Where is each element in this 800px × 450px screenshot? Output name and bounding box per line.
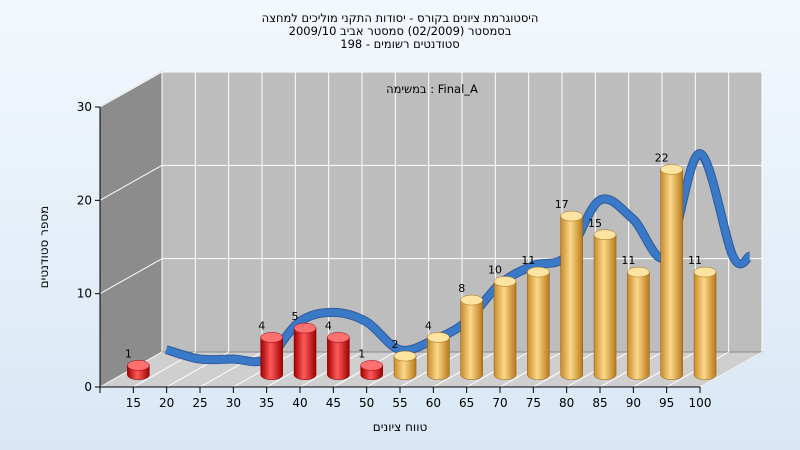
x-tick-label: 70 <box>492 396 507 410</box>
bar-body <box>627 271 650 380</box>
bar-90 <box>627 266 650 380</box>
bar-top <box>593 229 617 240</box>
x-tick-label: 35 <box>259 396 274 410</box>
bar-75 <box>527 266 550 380</box>
bar-15 <box>127 360 150 380</box>
bar-top <box>393 350 417 362</box>
bar-65 <box>460 294 483 380</box>
data-label: 2 <box>392 338 399 351</box>
data-label: 10 <box>488 263 502 276</box>
bar-40 <box>293 322 317 380</box>
x-tick-label: 50 <box>359 396 374 410</box>
x-tick-label: 65 <box>459 396 474 410</box>
data-label: 11 <box>688 254 702 267</box>
bar-top <box>493 276 517 287</box>
bar-top <box>260 332 283 343</box>
data-label: 1 <box>125 347 132 360</box>
bar-top <box>560 210 583 222</box>
bar-body <box>327 337 350 380</box>
x-tick-label: 75 <box>526 396 541 410</box>
bar-35 <box>260 332 283 380</box>
data-label: 11 <box>521 254 535 267</box>
chart-title: היסטוגרמת ציונים בקורס - יסודות התקני מו… <box>262 11 539 51</box>
bar-body <box>293 327 317 380</box>
assignment-annotation: במשימה : Final_A <box>386 82 478 96</box>
grid-y-left <box>99 258 163 295</box>
grid-x-floor <box>699 351 763 388</box>
bar-55 <box>393 350 417 380</box>
y-tick-label: 20 <box>77 193 92 207</box>
bar-top <box>460 294 483 306</box>
bar-85 <box>593 229 617 380</box>
y-axis-title: מספר סטודנטים <box>37 206 51 289</box>
bar-top <box>360 360 383 371</box>
data-label: 15 <box>588 217 602 230</box>
bar-50 <box>360 360 383 380</box>
bar-body <box>560 215 583 380</box>
bar-body <box>527 271 550 380</box>
bar-body <box>393 355 417 380</box>
bar-body <box>593 234 617 380</box>
bars <box>127 164 717 380</box>
grid-y-left <box>99 71 163 108</box>
x-tick-label: 100 <box>689 396 712 410</box>
bar-top <box>127 360 150 371</box>
title-line-1: בסמסטר (02/2009) סמסטר אביב 2009/10 <box>289 24 512 38</box>
data-label: 17 <box>555 198 569 211</box>
x-tick-label: 20 <box>159 396 174 410</box>
data-label: 5 <box>292 310 299 323</box>
bar-body <box>460 299 483 380</box>
x-tick-label: 30 <box>226 396 241 410</box>
x-tick-label: 80 <box>559 396 574 410</box>
x-tick-label: 90 <box>626 396 641 410</box>
data-label: 22 <box>655 151 669 164</box>
bar-body <box>660 169 683 380</box>
data-labels: 1 4 5 4 1 2 4 8 10 11 17 15 11 22 11 <box>125 151 702 360</box>
data-label: 4 <box>258 319 265 332</box>
data-label: 8 <box>458 282 465 295</box>
data-label: 4 <box>325 319 332 332</box>
y-tick-label: 0 <box>84 380 92 394</box>
bar-95 <box>660 164 683 380</box>
y-tick-label: 10 <box>77 287 92 301</box>
bar-100 <box>693 266 717 380</box>
y-tick-label: 30 <box>77 100 92 114</box>
x-tick-label: 55 <box>392 396 407 410</box>
left-wall <box>99 71 163 388</box>
bar-body <box>693 271 717 380</box>
bar-top <box>627 266 650 278</box>
x-tick-label: 60 <box>426 396 441 410</box>
data-label: 4 <box>425 319 432 332</box>
bar-body <box>427 337 450 380</box>
bar-body <box>260 337 283 380</box>
title-line-2: סטודנטים רשומים - 198 <box>340 37 459 51</box>
x-tick-label: 45 <box>326 396 341 410</box>
title-line-0: היסטוגרמת ציונים בקורס - יסודות התקני מו… <box>262 11 539 25</box>
bar-70 <box>493 276 517 380</box>
x-tick-label: 95 <box>659 396 674 410</box>
bar-top <box>660 164 683 175</box>
bar-top <box>293 322 317 334</box>
bar-top <box>693 266 717 278</box>
data-label: 1 <box>358 347 365 360</box>
bar-45 <box>327 332 350 380</box>
bar-top <box>427 332 450 343</box>
bar-top <box>327 332 350 343</box>
bar-body <box>493 281 517 380</box>
grid-y-left <box>99 164 163 201</box>
x-axis-title: טווח ציונים <box>373 420 428 434</box>
bar-80 <box>560 210 583 380</box>
x-tick-label: 15 <box>126 396 141 410</box>
data-label: 11 <box>621 254 635 267</box>
bar-top <box>527 266 550 278</box>
x-tick-label: 85 <box>592 396 607 410</box>
bar-60 <box>427 332 450 380</box>
x-tick-label: 25 <box>192 396 207 410</box>
x-tick-label: 40 <box>292 396 307 410</box>
